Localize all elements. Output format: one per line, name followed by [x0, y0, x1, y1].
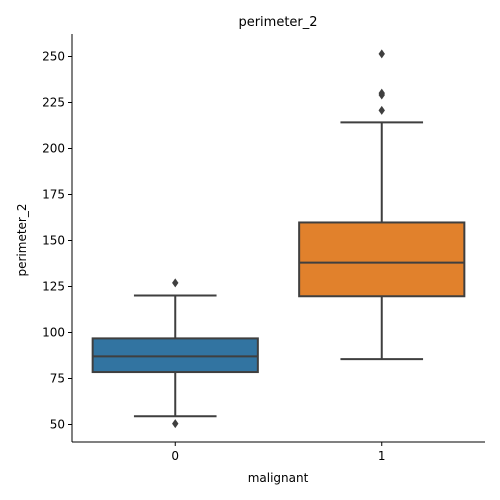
box-iqr	[298, 221, 466, 298]
x-tick-label: 1	[378, 449, 386, 463]
y-tick-label: 125	[42, 280, 65, 294]
y-tick-label: 250	[42, 50, 65, 64]
y-tick-label: 75	[50, 372, 65, 386]
y-tick-label: 150	[42, 234, 65, 248]
plot-area	[91, 49, 466, 429]
y-tick-label: 200	[42, 142, 65, 156]
y-tick-label: 225	[42, 96, 65, 110]
box-iqr	[91, 337, 259, 374]
chart-title: perimeter_2	[238, 15, 317, 30]
y-tick-label: 175	[42, 188, 65, 202]
outlier-point	[378, 105, 385, 115]
outlier-point	[172, 278, 179, 288]
box-1	[298, 49, 466, 361]
y-tick-label: 100	[42, 326, 65, 340]
y-axis-label: perimeter_2	[15, 204, 29, 277]
outlier-point	[172, 419, 179, 429]
y-tick-label: 50	[50, 418, 65, 432]
outlier-point	[378, 88, 385, 98]
x-tick-label: 0	[171, 449, 179, 463]
x-axis-label: malignant	[248, 471, 309, 485]
outlier-point	[378, 49, 385, 59]
box-0	[91, 278, 259, 429]
